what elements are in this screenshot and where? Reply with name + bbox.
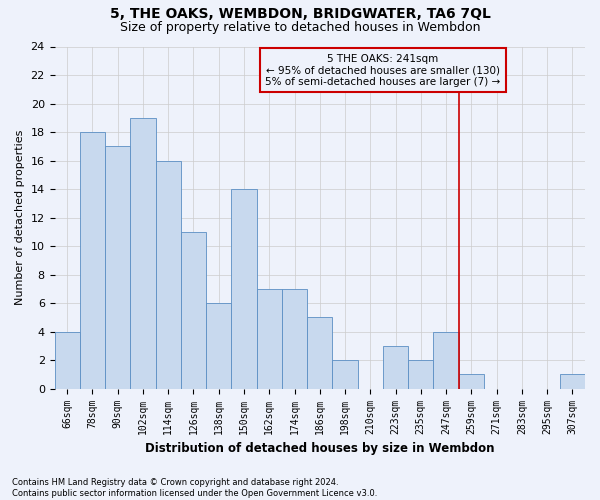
Bar <box>332 360 358 388</box>
Bar <box>433 332 458 388</box>
Bar <box>232 189 257 388</box>
Bar <box>155 160 181 388</box>
X-axis label: Distribution of detached houses by size in Wembdon: Distribution of detached houses by size … <box>145 442 494 455</box>
Bar <box>55 332 80 388</box>
Bar <box>383 346 408 389</box>
Bar <box>307 318 332 388</box>
Bar <box>560 374 585 388</box>
Bar <box>181 232 206 388</box>
Y-axis label: Number of detached properties: Number of detached properties <box>15 130 25 306</box>
Bar <box>206 303 232 388</box>
Text: Contains HM Land Registry data © Crown copyright and database right 2024.
Contai: Contains HM Land Registry data © Crown c… <box>12 478 377 498</box>
Text: 5 THE OAKS: 241sqm
← 95% of detached houses are smaller (130)
5% of semi-detache: 5 THE OAKS: 241sqm ← 95% of detached hou… <box>265 54 500 87</box>
Bar <box>105 146 130 388</box>
Text: 5, THE OAKS, WEMBDON, BRIDGWATER, TA6 7QL: 5, THE OAKS, WEMBDON, BRIDGWATER, TA6 7Q… <box>110 8 490 22</box>
Bar <box>408 360 433 388</box>
Text: Size of property relative to detached houses in Wembdon: Size of property relative to detached ho… <box>120 21 480 34</box>
Bar <box>80 132 105 388</box>
Bar <box>458 374 484 388</box>
Bar <box>282 289 307 388</box>
Bar <box>130 118 155 388</box>
Bar <box>257 289 282 388</box>
